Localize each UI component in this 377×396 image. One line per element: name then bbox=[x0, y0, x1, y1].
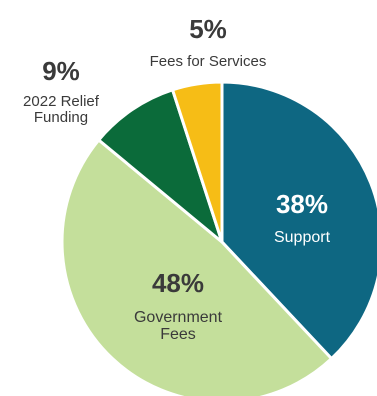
pie-slice-fees-for-services bbox=[171, 80, 224, 244]
label-support: 38% Support bbox=[252, 191, 352, 247]
pie-slice-government-fees bbox=[60, 138, 334, 396]
slice-name-government-fees: Government Fees bbox=[133, 309, 223, 343]
pie-slice-2022-relief-funding bbox=[97, 88, 224, 244]
label-relief-funding: 9% 2022 Relief Funding bbox=[6, 58, 116, 126]
pie-slice-support bbox=[220, 80, 377, 361]
label-government-fees: 48% Government Fees bbox=[108, 270, 248, 344]
slice-percent-fees-for-services: 5% bbox=[189, 14, 227, 44]
slice-percent-government-fees: 48% bbox=[151, 268, 205, 298]
slice-name-fees-for-services: Fees for Services bbox=[149, 53, 267, 70]
slice-percent-relief-funding: 9% bbox=[42, 56, 80, 86]
slice-name-support: Support bbox=[273, 229, 331, 246]
slice-name-relief-funding: 2022 Relief Funding bbox=[23, 93, 99, 126]
slice-percent-support: 38% bbox=[275, 189, 329, 219]
label-fees-for-services: 5% Fees for Services bbox=[128, 16, 288, 70]
